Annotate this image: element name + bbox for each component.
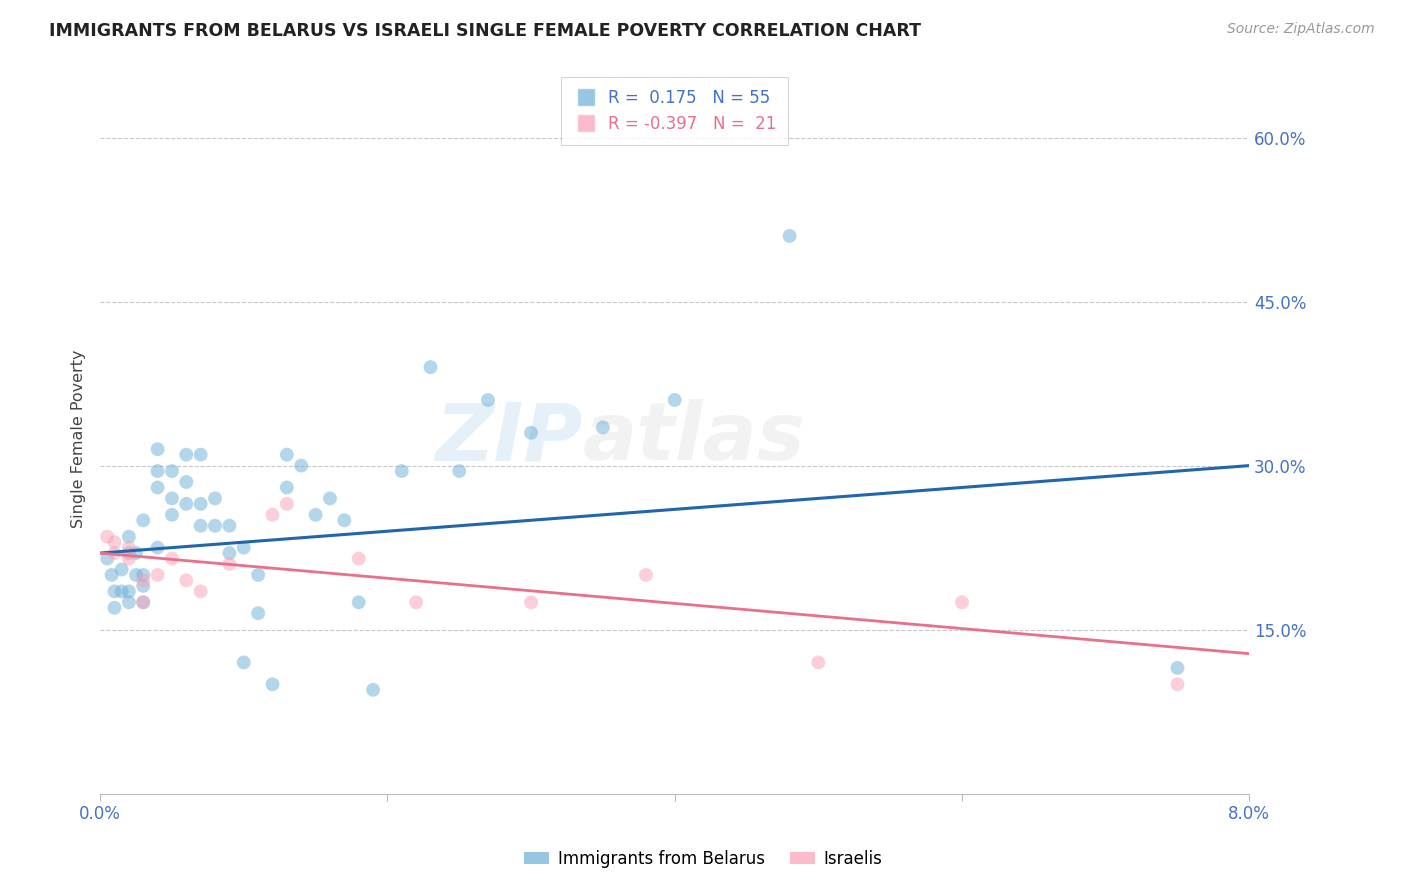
Legend: R =  0.175   N = 55, R = -0.397   N =  21: R = 0.175 N = 55, R = -0.397 N = 21 [561, 77, 787, 145]
Point [276, 480, 298, 494]
Point [319, 491, 342, 506]
Point [262, 677, 284, 691]
Point [333, 513, 356, 527]
Point [118, 595, 141, 609]
Point [1166, 661, 1188, 675]
Point [276, 448, 298, 462]
Point [262, 508, 284, 522]
Point [276, 497, 298, 511]
Point [100, 568, 122, 582]
Point [204, 518, 226, 533]
Point [160, 491, 183, 506]
Point [132, 595, 155, 609]
Point [218, 518, 240, 533]
Point [176, 448, 198, 462]
Point [204, 491, 226, 506]
Point [592, 420, 614, 434]
Point [807, 656, 830, 670]
Text: ZIP: ZIP [436, 400, 582, 477]
Point [111, 584, 134, 599]
Point [190, 518, 212, 533]
Point [361, 682, 384, 697]
Point [146, 464, 169, 478]
Point [218, 557, 240, 571]
Y-axis label: Single Female Poverty: Single Female Poverty [72, 349, 86, 527]
Point [132, 595, 155, 609]
Point [125, 568, 148, 582]
Point [290, 458, 312, 473]
Point [103, 546, 125, 560]
Point [96, 530, 118, 544]
Point [347, 595, 370, 609]
Point [118, 546, 141, 560]
Point [118, 551, 141, 566]
Point [232, 656, 254, 670]
Point [520, 425, 543, 440]
Point [1166, 677, 1188, 691]
Point [247, 606, 270, 620]
Point [146, 541, 169, 555]
Point [111, 562, 134, 576]
Point [132, 579, 155, 593]
Point [118, 530, 141, 544]
Point [634, 568, 657, 582]
Point [125, 546, 148, 560]
Text: atlas: atlas [582, 400, 806, 477]
Point [96, 551, 118, 566]
Point [779, 229, 801, 244]
Text: Source: ZipAtlas.com: Source: ZipAtlas.com [1227, 22, 1375, 37]
Point [176, 475, 198, 489]
Point [132, 568, 155, 582]
Text: IMMIGRANTS FROM BELARUS VS ISRAELI SINGLE FEMALE POVERTY CORRELATION CHART: IMMIGRANTS FROM BELARUS VS ISRAELI SINGL… [49, 22, 921, 40]
Point [103, 600, 125, 615]
Point [160, 551, 183, 566]
Legend: Immigrants from Belarus, Israelis: Immigrants from Belarus, Israelis [517, 844, 889, 875]
Point [477, 392, 499, 407]
Point [520, 595, 543, 609]
Point [190, 584, 212, 599]
Point [391, 464, 413, 478]
Point [132, 574, 155, 588]
Point [664, 392, 686, 407]
Point [146, 442, 169, 457]
Point [190, 497, 212, 511]
Point [347, 551, 370, 566]
Point [146, 480, 169, 494]
Point [247, 568, 270, 582]
Point [950, 595, 973, 609]
Point [103, 584, 125, 599]
Point [118, 584, 141, 599]
Point [103, 535, 125, 549]
Point [232, 541, 254, 555]
Point [146, 568, 169, 582]
Point [449, 464, 471, 478]
Point [218, 546, 240, 560]
Point [176, 497, 198, 511]
Point [176, 574, 198, 588]
Point [160, 464, 183, 478]
Point [118, 541, 141, 555]
Point [190, 448, 212, 462]
Point [405, 595, 427, 609]
Point [304, 508, 326, 522]
Point [160, 508, 183, 522]
Point [419, 360, 441, 375]
Point [132, 513, 155, 527]
